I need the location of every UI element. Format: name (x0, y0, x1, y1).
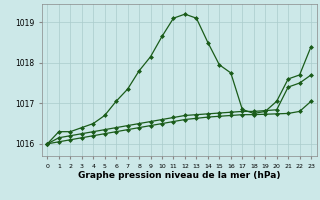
X-axis label: Graphe pression niveau de la mer (hPa): Graphe pression niveau de la mer (hPa) (78, 171, 280, 180)
